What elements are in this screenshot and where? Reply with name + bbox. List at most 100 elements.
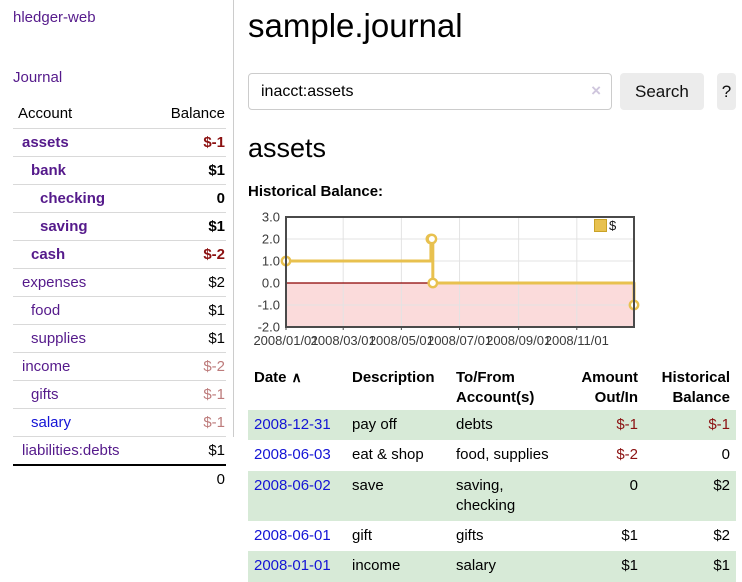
account-balance: $-1 <box>149 408 226 437</box>
account-link-liabilities-debts[interactable]: liabilities:debts <box>22 442 120 459</box>
account-row-assets: assets $-1 <box>13 128 226 157</box>
transaction-accounts: salary <box>456 557 497 575</box>
transaction-description: gift <box>352 527 373 544</box>
transaction-balance: $2 <box>713 527 730 544</box>
account-section-title: assets <box>248 133 327 163</box>
transaction-amount: $1 <box>621 557 638 575</box>
account-link-saving[interactable]: saving <box>40 218 88 235</box>
app-title-link[interactable]: hledger-web <box>13 9 96 26</box>
svg-text:-1.0: -1.0 <box>258 298 280 313</box>
transaction-balance: $2 <box>713 476 730 494</box>
chart-legend: $ <box>594 218 616 233</box>
balance-column-header: Historical Balance <box>661 369 730 406</box>
account-row-cash: cash $-2 <box>13 240 226 269</box>
accounts-total-row: 0 <box>13 464 226 493</box>
accounts-table: Account Balance assets $-1 bank $1 check… <box>13 101 226 493</box>
svg-text:1.0: 1.0 <box>262 254 280 269</box>
account-link-cash[interactable]: cash <box>31 246 66 263</box>
transaction-amount: 0 <box>629 476 638 494</box>
register-row: 2008-01-01 income salary $1 $1 <box>248 551 736 582</box>
account-balance: $-2 <box>149 240 226 269</box>
svg-text:2008/11/01: 2008/11/01 <box>545 333 609 348</box>
svg-text:2008/03/01: 2008/03/01 <box>311 333 376 348</box>
search-box: × <box>248 73 612 110</box>
svg-text:2008/07/01: 2008/07/01 <box>427 333 492 348</box>
account-row-saving: saving $1 <box>13 212 226 241</box>
main-content: sample.journal × Search ? assets Histori… <box>234 0 742 582</box>
transaction-date-link[interactable]: 2008-12-31 <box>254 416 331 433</box>
svg-text:3.0: 3.0 <box>262 210 280 225</box>
svg-text:2008/09/01: 2008/09/01 <box>486 333 551 348</box>
search-input[interactable] <box>248 73 612 110</box>
account-link-income[interactable]: income <box>22 358 71 375</box>
sidebar: hledger-web Journal Account Balance asse… <box>0 0 233 493</box>
transaction-balance: $-1 <box>708 416 730 433</box>
transaction-date-link[interactable]: 2008-06-02 <box>254 476 331 494</box>
svg-text:2.0: 2.0 <box>262 232 280 247</box>
transaction-amount: $1 <box>621 527 638 544</box>
svg-text:0.0: 0.0 <box>262 276 280 291</box>
register-row: 2008-06-01 gift gifts $1 $2 <box>248 521 736 551</box>
account-row-income: income $-2 <box>13 352 226 381</box>
transaction-date-link[interactable]: 2008-06-01 <box>254 527 331 544</box>
transaction-accounts: saving, checking <box>456 476 516 514</box>
account-balance: $1 <box>149 436 226 465</box>
account-balance: $1 <box>149 156 226 185</box>
account-balance: 0 <box>149 184 226 213</box>
transaction-date-link[interactable]: 2008-01-01 <box>254 557 331 575</box>
transaction-accounts: food, supplies <box>456 446 549 464</box>
account-link-assets[interactable]: assets <box>22 134 69 151</box>
account-balance: $-2 <box>149 352 226 381</box>
transaction-description: pay off <box>352 416 397 433</box>
transaction-amount: $-1 <box>616 416 638 433</box>
register-row: 2008-06-03 eat & shop food, supplies $-2… <box>248 440 736 470</box>
search-form: × Search ? <box>248 73 736 110</box>
account-row-salary: salary $-1 <box>13 408 226 437</box>
balance-column-header: Balance <box>170 105 225 122</box>
account-balance: $1 <box>149 212 226 241</box>
chart-canvas: -2.0 -1.0 0.0 1.0 2.0 3.0 2008/01/012008/03/01… <box>253 210 640 348</box>
account-balance: $1 <box>149 324 226 353</box>
transaction-description: save <box>352 476 384 494</box>
description-column-header: Description <box>352 369 435 386</box>
transaction-description: eat & shop <box>352 446 424 464</box>
transaction-date-link[interactable]: 2008-06-03 <box>254 446 331 464</box>
account-link-checking[interactable]: checking <box>40 190 106 207</box>
register-row: 2008-12-31 pay off debts $-1 $-1 <box>248 410 736 441</box>
account-link-food[interactable]: food <box>31 302 61 319</box>
register-header-row: Date ∧ Description To/From Account(s) Amou… <box>248 366 736 410</box>
account-balance: $-1 <box>149 128 226 157</box>
svg-text:2008/01/01: 2008/01/01 <box>253 333 318 348</box>
account-column-header: Account <box>18 105 73 122</box>
transaction-accounts: gifts <box>456 527 484 544</box>
account-row-gifts: gifts $-1 <box>13 380 226 409</box>
account-row-liabilities-debts: liabilities:debts $1 <box>13 436 226 465</box>
search-button[interactable]: Search <box>620 73 704 110</box>
account-link-bank[interactable]: bank <box>31 162 67 179</box>
account-link-gifts[interactable]: gifts <box>31 386 59 403</box>
account-row-bank: bank $1 <box>13 156 226 185</box>
date-column-header[interactable]: Date ∧ <box>254 369 302 386</box>
account-balance: $2 <box>149 268 226 297</box>
transaction-balance: $1 <box>713 557 730 575</box>
account-link-salary[interactable]: salary <box>31 414 72 431</box>
sidebar-item-journal[interactable]: Journal <box>13 69 63 86</box>
sidebar-divider <box>233 0 234 437</box>
account-row-expenses: expenses $2 <box>13 268 226 297</box>
help-button[interactable]: ? <box>716 73 736 110</box>
register-row: 2008-06-02 save saving, checking 0 $2 <box>248 470 736 521</box>
svg-text:-2.0: -2.0 <box>258 320 280 335</box>
account-row-supplies: supplies $1 <box>13 324 226 353</box>
historical-balance-chart: -2.0 -1.0 0.0 1.0 2.0 3.0 2008/01/01 2008/03/01… <box>248 209 648 349</box>
accounts-header-row: Account Balance <box>13 101 226 129</box>
clear-search-icon[interactable]: × <box>591 81 601 100</box>
account-row-food: food $1 <box>13 296 226 325</box>
chart-title: Historical Balance: <box>248 183 384 200</box>
transaction-balance: 0 <box>721 446 730 464</box>
register-table: Date ∧ Description To/From Account(s) Amou… <box>248 366 736 582</box>
legend-swatch <box>594 219 607 232</box>
account-link-expenses[interactable]: expenses <box>22 274 87 291</box>
amount-column-header: Amount Out/In <box>581 369 638 406</box>
account-balance: $1 <box>149 296 226 325</box>
account-link-supplies[interactable]: supplies <box>31 330 87 347</box>
